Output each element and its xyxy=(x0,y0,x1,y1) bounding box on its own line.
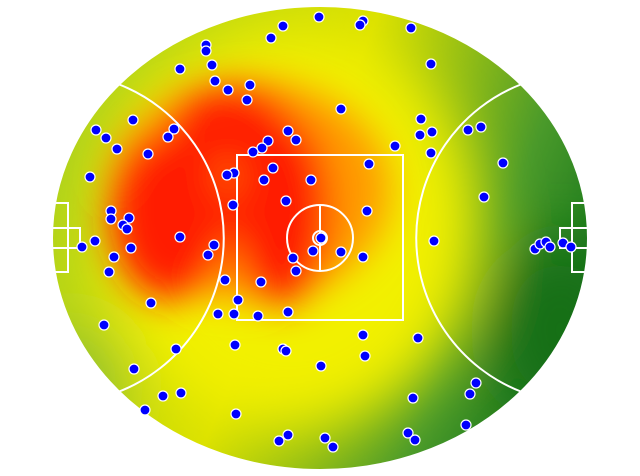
point xyxy=(402,427,414,439)
point xyxy=(123,212,135,224)
point xyxy=(319,432,331,444)
point xyxy=(290,134,302,146)
point xyxy=(175,387,187,399)
point xyxy=(202,249,214,261)
point xyxy=(277,20,289,32)
point xyxy=(230,408,242,420)
point xyxy=(305,174,317,186)
point xyxy=(267,162,279,174)
point xyxy=(460,419,472,431)
point xyxy=(363,158,375,170)
point xyxy=(544,241,556,253)
point xyxy=(125,242,137,254)
point xyxy=(280,345,292,357)
point xyxy=(89,235,101,247)
point xyxy=(162,131,174,143)
point xyxy=(407,392,419,404)
point xyxy=(229,339,241,351)
point xyxy=(127,114,139,126)
point xyxy=(273,435,285,447)
point xyxy=(287,252,299,264)
point xyxy=(428,235,440,247)
point xyxy=(282,125,294,137)
point xyxy=(478,191,490,203)
point xyxy=(315,360,327,372)
point xyxy=(414,129,426,141)
point xyxy=(315,232,327,244)
point xyxy=(90,124,102,136)
point xyxy=(425,58,437,70)
point xyxy=(475,121,487,133)
point xyxy=(280,195,292,207)
point xyxy=(361,205,373,217)
point xyxy=(174,231,186,243)
point xyxy=(262,135,274,147)
point xyxy=(565,241,577,253)
point xyxy=(206,59,218,71)
point xyxy=(252,310,264,322)
field-lines xyxy=(51,5,589,471)
point xyxy=(128,363,140,375)
point xyxy=(497,157,509,169)
point xyxy=(142,148,154,160)
point xyxy=(221,169,233,181)
point xyxy=(247,146,259,158)
point xyxy=(256,142,268,154)
point xyxy=(265,32,277,44)
point xyxy=(208,239,220,251)
point xyxy=(228,308,240,320)
point xyxy=(170,343,182,355)
point xyxy=(357,329,369,341)
point xyxy=(359,350,371,362)
point xyxy=(282,429,294,441)
point xyxy=(209,75,221,87)
point xyxy=(105,213,117,225)
point xyxy=(222,84,234,96)
point xyxy=(313,11,325,23)
point xyxy=(157,390,169,402)
point xyxy=(244,79,256,91)
point xyxy=(111,143,123,155)
point xyxy=(212,308,224,320)
point xyxy=(121,223,133,235)
point xyxy=(241,94,253,106)
point xyxy=(389,140,401,152)
point xyxy=(307,245,319,257)
point xyxy=(335,246,347,258)
point xyxy=(354,19,366,31)
point xyxy=(200,45,212,57)
point xyxy=(168,123,180,135)
point xyxy=(219,274,231,286)
point xyxy=(290,265,302,277)
point xyxy=(409,434,421,446)
point xyxy=(258,174,270,186)
point xyxy=(282,306,294,318)
point xyxy=(357,251,369,263)
point xyxy=(335,103,347,115)
point xyxy=(103,266,115,278)
point xyxy=(174,63,186,75)
point xyxy=(426,126,438,138)
point xyxy=(98,319,110,331)
point xyxy=(415,113,427,125)
point xyxy=(227,199,239,211)
point xyxy=(76,241,88,253)
point xyxy=(462,124,474,136)
point xyxy=(145,297,157,309)
points xyxy=(76,11,577,453)
point xyxy=(232,294,244,306)
point xyxy=(84,171,96,183)
point xyxy=(464,388,476,400)
point xyxy=(100,132,112,144)
point xyxy=(139,404,151,416)
point xyxy=(108,251,120,263)
point xyxy=(405,22,417,34)
point xyxy=(255,276,267,288)
point xyxy=(470,377,482,389)
point xyxy=(425,147,437,159)
point xyxy=(327,441,339,453)
point xyxy=(412,332,424,344)
